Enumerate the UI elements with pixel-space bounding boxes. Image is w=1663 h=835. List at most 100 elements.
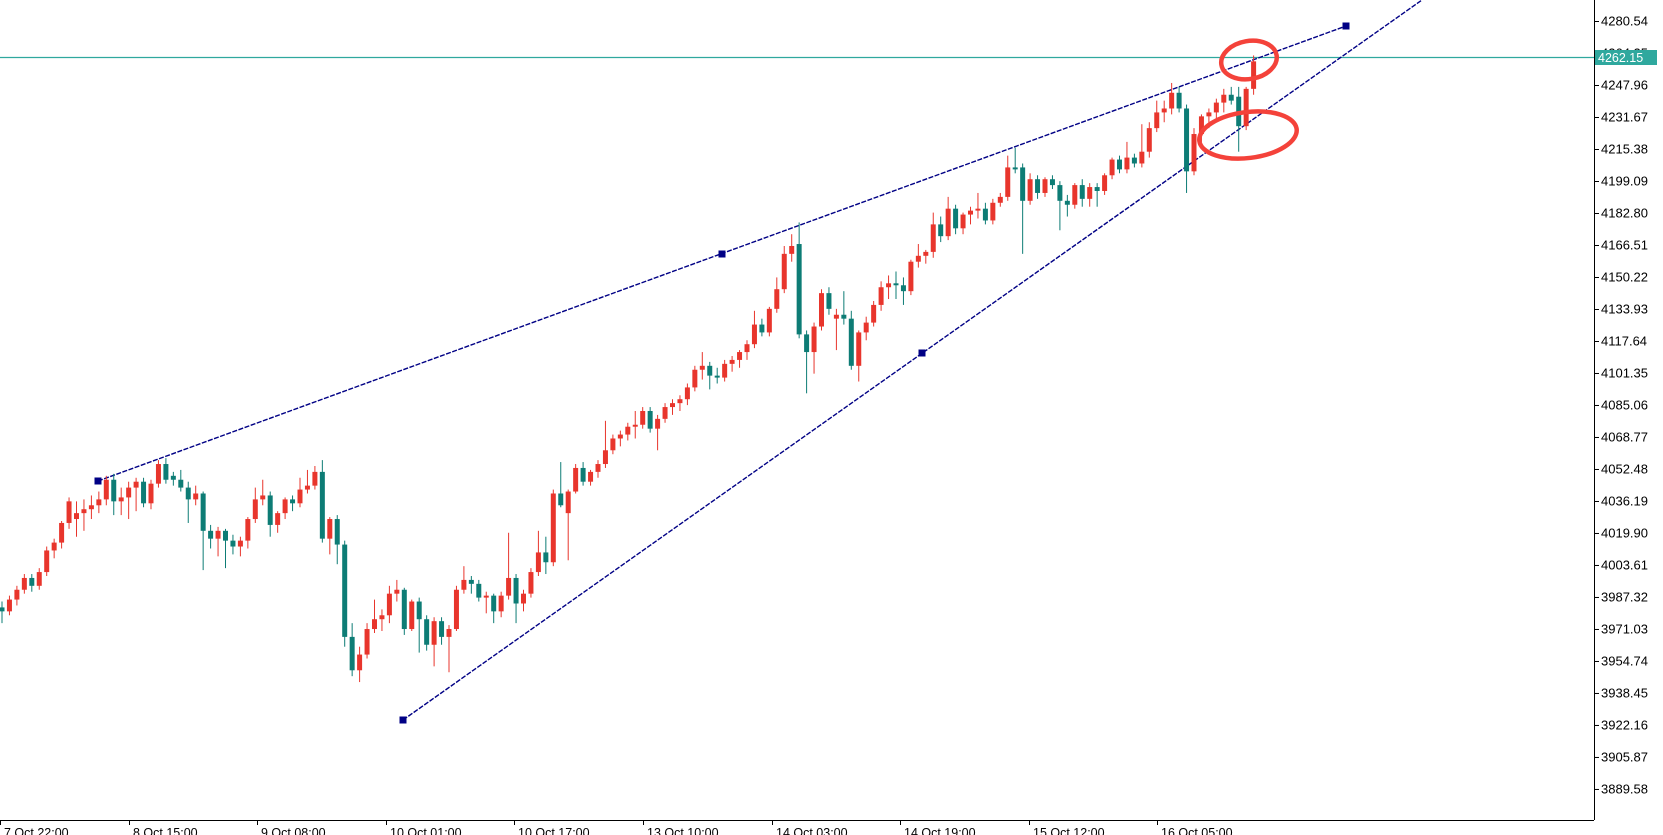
candle — [565, 489, 571, 561]
candle — [722, 359, 728, 382]
candle-body — [185, 487, 191, 500]
candle-body — [535, 552, 541, 573]
candle-body — [379, 615, 385, 620]
candle — [1154, 100, 1160, 133]
candle-body — [1139, 151, 1145, 164]
candle-body — [126, 487, 132, 498]
candle — [982, 202, 988, 225]
candle — [848, 310, 854, 370]
candle-body — [1184, 108, 1190, 172]
candle — [662, 403, 668, 423]
candle-body — [1012, 167, 1018, 170]
candle — [21, 574, 27, 594]
candle — [1251, 55, 1257, 95]
candle — [692, 365, 698, 392]
candle-body — [1191, 134, 1197, 172]
candle — [729, 355, 735, 372]
upper-wedge-line[interactable] — [94, 22, 1350, 485]
lower-wedge-line[interactable] — [399, 0, 1423, 724]
candle-body — [655, 418, 661, 429]
candle-body — [439, 621, 445, 637]
candle-body — [975, 208, 981, 211]
candle-body — [453, 589, 459, 630]
candle-body — [155, 464, 161, 484]
candle-body — [1154, 112, 1160, 129]
candle-body — [915, 255, 921, 262]
price-tick-label: 3922.16 — [1601, 717, 1648, 732]
candle — [1012, 147, 1018, 174]
annotation-ellipse-2[interactable] — [1197, 106, 1300, 164]
candle — [647, 407, 653, 433]
candle — [900, 277, 906, 305]
candle-body — [252, 499, 258, 520]
candle-body — [44, 550, 50, 573]
candle — [863, 316, 869, 341]
candle — [684, 383, 690, 406]
candle — [573, 464, 579, 494]
candle — [394, 579, 400, 602]
annotation-ellipse-1[interactable] — [1218, 36, 1280, 83]
candle — [960, 212, 966, 235]
candle-body — [260, 495, 266, 500]
price-tick-label: 4199.09 — [1601, 173, 1648, 188]
price-axis[interactable]: 4280.544264.254247.964231.674215.384199.… — [1594, 14, 1648, 797]
price-tick-label: 4036.19 — [1601, 493, 1648, 508]
candle-body — [506, 577, 512, 596]
candle — [1131, 153, 1137, 168]
candle — [81, 499, 87, 531]
lower-wedge-line-anchor-marker[interactable] — [918, 349, 926, 357]
candle-body — [59, 522, 65, 543]
candle — [96, 491, 102, 514]
candle — [14, 585, 20, 606]
candle-body — [1228, 94, 1234, 101]
candle-body — [617, 434, 623, 439]
candle-body — [692, 369, 698, 388]
candle-body — [908, 261, 914, 292]
candle — [1094, 183, 1100, 207]
time-tick-label: 14 Oct 03:00 — [776, 826, 848, 835]
price-tick-label: 4166.51 — [1601, 237, 1648, 252]
candle — [975, 192, 981, 219]
candle — [506, 532, 512, 600]
price-line-tag[interactable]: 4262.15 — [1595, 50, 1657, 65]
candle — [699, 352, 705, 380]
candle-body — [416, 601, 422, 620]
candle-body — [424, 619, 430, 645]
candle — [357, 646, 363, 683]
upper-wedge-line-anchor-marker[interactable] — [94, 477, 102, 485]
candle-body — [148, 483, 154, 504]
candle — [1139, 124, 1145, 168]
candle — [1221, 88, 1227, 113]
lower-wedge-line-segment[interactable] — [402, 0, 1423, 721]
candle — [1236, 86, 1242, 152]
candle-body — [282, 499, 288, 514]
candle — [342, 540, 348, 647]
time-axis[interactable]: 7 Oct 22:00 8 Oct 15:00 9 Oct 08:00 10 Oct … — [0, 820, 1233, 835]
candle — [707, 361, 713, 390]
candle — [1213, 98, 1219, 119]
candle-body — [796, 244, 802, 335]
candle — [1027, 173, 1033, 205]
upper-wedge-line-anchor-marker[interactable] — [1342, 22, 1350, 30]
candle — [1042, 177, 1048, 197]
candles-series — [0, 55, 1257, 683]
candle-body — [550, 493, 556, 563]
lower-wedge-line-anchor-marker[interactable] — [399, 716, 407, 724]
candle — [1117, 155, 1122, 174]
candle — [871, 300, 877, 327]
candle — [29, 574, 35, 592]
candle-body — [1221, 94, 1227, 103]
candle — [953, 204, 959, 235]
candle-body — [141, 481, 147, 504]
upper-wedge-line-anchor-marker[interactable] — [718, 250, 726, 258]
candle-body — [461, 579, 467, 590]
price-tick-label: 4085.06 — [1601, 397, 1648, 412]
candle-body — [1064, 200, 1070, 205]
candle-body — [670, 403, 675, 408]
candle — [446, 625, 452, 673]
candle — [275, 511, 281, 533]
candle — [379, 609, 385, 631]
candle — [51, 538, 57, 559]
candle-body — [677, 399, 683, 404]
